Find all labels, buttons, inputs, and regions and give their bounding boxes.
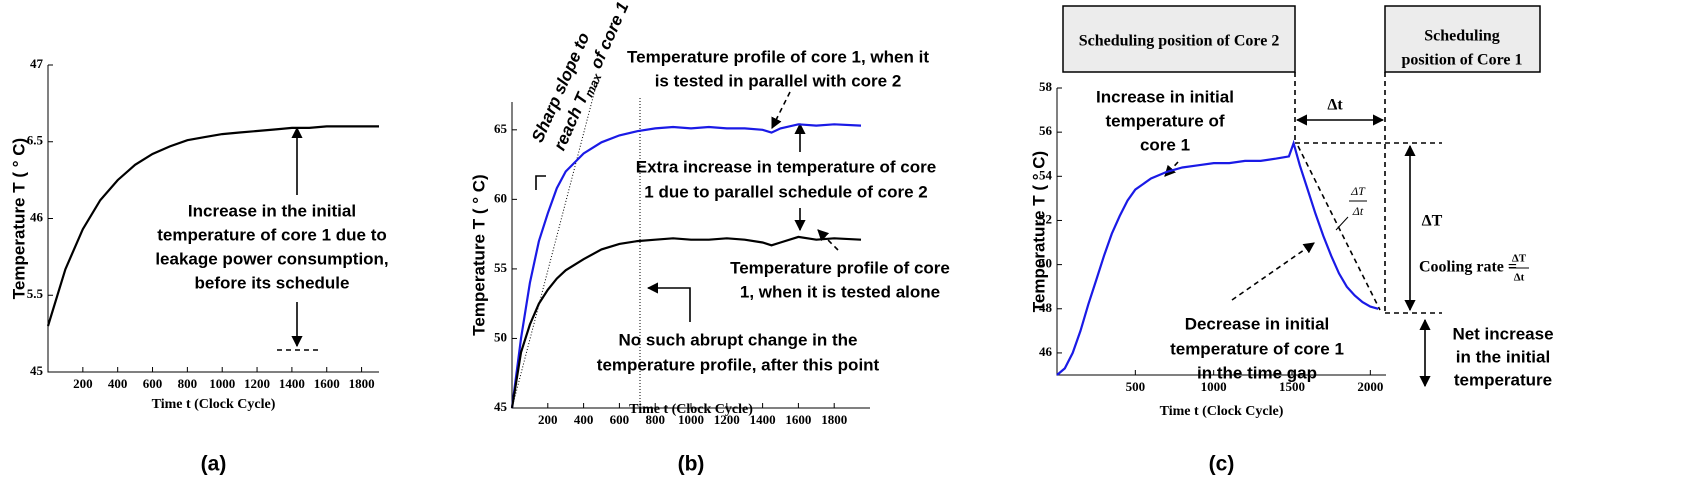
x-tick-label: 600 [143, 376, 163, 391]
caption: (a) [201, 453, 227, 476]
y-tick-label: 55 [494, 260, 508, 275]
annotation: ΔT [1350, 184, 1366, 198]
annotation: Temperature profile of core [730, 258, 950, 277]
y-tick-label: 50 [494, 329, 507, 344]
annotation: is tested in parallel with core 2 [655, 71, 902, 90]
y-tick-label: 47 [30, 56, 44, 71]
x-tick-label: 1600 [785, 412, 811, 427]
annotation: temperature profile, after this point [597, 355, 880, 374]
x-tick-label: 2000 [1357, 379, 1383, 394]
x-tick-label: 400 [574, 412, 594, 427]
x-tick-label: 1200 [714, 412, 740, 427]
x-tick-label: 600 [610, 412, 630, 427]
annotation: ΔT [1512, 253, 1527, 265]
annotation: No such abrupt change in the [619, 330, 858, 349]
x-tick-label: 1200 [244, 376, 270, 391]
annotation: 1 due to parallel schedule of core 2 [644, 182, 927, 201]
annotation: Cooling rate = [1419, 259, 1517, 276]
y-tick-label: 60 [494, 190, 507, 205]
y-tick-label: 5.5 [27, 286, 44, 301]
x-tick-label: 1000 [678, 412, 704, 427]
y-tick-label: 58 [1039, 79, 1053, 94]
annotation: Scheduling [1424, 28, 1500, 45]
annotation: leakage power consumption, [155, 249, 388, 268]
annotation: temperature of core 1 due to [157, 225, 387, 244]
x-tick-label: 400 [108, 376, 128, 391]
annotation: Scheduling position of Core 2 [1079, 33, 1280, 50]
line-series [1056, 139, 1379, 376]
annotation: max [582, 70, 605, 99]
y-axis-label: Temperature T ( ° C) [1029, 151, 1048, 312]
y-axis-label: Temperature T ( ° C) [9, 138, 28, 299]
x-tick-label: 200 [538, 412, 558, 427]
annotation: Net increase [1452, 324, 1553, 343]
x-tick-label: 1000 [1201, 379, 1227, 394]
annotation: temperature of [1105, 111, 1224, 130]
x-tick-label: 1400 [750, 412, 776, 427]
y-tick-label: 45 [494, 399, 508, 414]
line-series [46, 125, 379, 327]
x-axis-label: Time t (Clock Cycle) [152, 397, 276, 412]
annotation: Decrease in initial [1185, 314, 1330, 333]
annotation: in the initial [1456, 347, 1550, 366]
annotation: ΔT [1422, 213, 1443, 230]
annotation: Δt [1514, 272, 1525, 284]
y-tick-label: 65 [494, 121, 508, 136]
x-axis-label: Time t (Clock Cycle) [1160, 404, 1284, 419]
x-tick-label: 1600 [314, 376, 340, 391]
caption: (c) [1209, 453, 1235, 476]
x-tick-label: 200 [73, 376, 93, 391]
y-tick-label: 52 [1039, 211, 1052, 226]
y-tick-label: 45 [30, 363, 44, 378]
annotation-arrows-b [511, 81, 839, 409]
annotation: Increase in the initial [188, 201, 356, 220]
x-axis-label: Time t (Clock Cycle) [629, 402, 753, 417]
annotation: temperature of core 1 [1170, 339, 1344, 358]
y-tick-label: 50 [1039, 256, 1052, 271]
x-tick-label: 1800 [349, 376, 375, 391]
annotation: position of Core 1 [1401, 52, 1522, 69]
y-tick-label: 56 [1039, 123, 1053, 138]
line-series [510, 235, 862, 409]
annotation: Δt [1327, 97, 1343, 114]
x-tick-label: 1800 [821, 412, 847, 427]
annotation: 1, when it is tested alone [740, 282, 940, 301]
y-tick-label: 46 [30, 209, 44, 224]
annotation: Increase in initial [1096, 87, 1234, 106]
y-axis-label: Temperature T ( ° C) [469, 174, 488, 335]
annotation: core 1 [1140, 135, 1190, 154]
annotation-arrows-a [277, 126, 320, 351]
annotation: Δt [1352, 204, 1364, 218]
x-tick-label: 800 [645, 412, 665, 427]
x-tick-label: 800 [178, 376, 198, 391]
annotation: in the time gap [1197, 363, 1317, 382]
y-tick-label: 6.5 [27, 133, 44, 148]
x-tick-label: 1500 [1279, 379, 1305, 394]
annotation-shapes-c [1062, 5, 1541, 388]
caption: (b) [678, 453, 705, 476]
y-tick-label: 48 [1039, 300, 1053, 315]
x-tick-label: 1000 [209, 376, 235, 391]
annotation: Temperature profile of core 1, when it [627, 47, 929, 66]
line-series [510, 123, 862, 409]
annotation: temperature [1454, 370, 1552, 389]
x-tick-label: 1400 [279, 376, 305, 391]
y-tick-label: 46 [1039, 344, 1053, 359]
x-tick-label: 500 [1126, 379, 1146, 394]
y-tick-label: 54 [1039, 167, 1053, 182]
annotation: before its schedule [195, 273, 350, 292]
annotation: Extra increase in temperature of core [636, 157, 936, 176]
